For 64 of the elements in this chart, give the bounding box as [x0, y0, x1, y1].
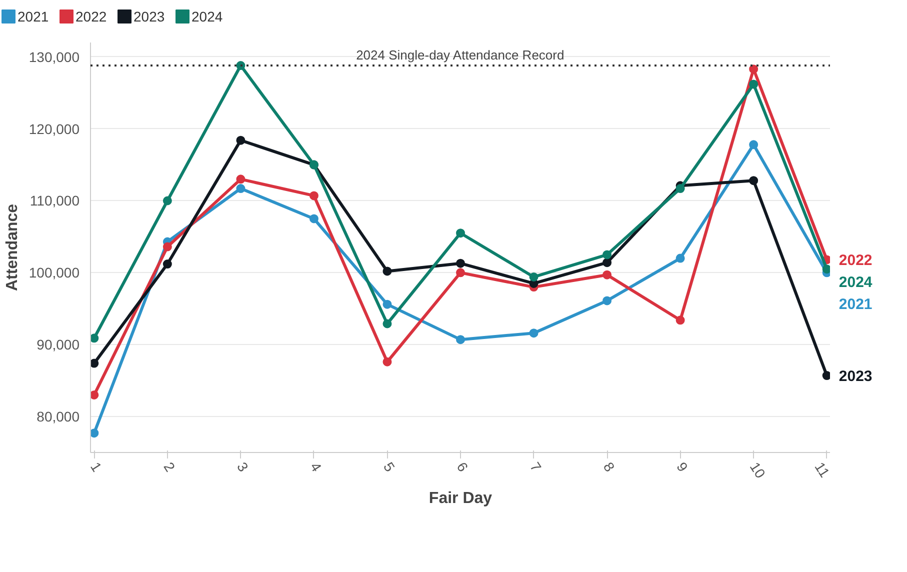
x-tick-label: 6 [454, 459, 472, 475]
x-tick-label: 1 [87, 459, 106, 475]
ref-line-label: 2024 Single-day Attendance Record [356, 48, 564, 63]
x-tick-label: 2 [160, 459, 178, 475]
point [162, 260, 172, 269]
text: 2024 [838, 274, 872, 292]
point [749, 64, 758, 74]
y-tick-label: 100,000 [28, 264, 80, 281]
point [602, 296, 612, 306]
legend-label: 2023 [134, 8, 165, 24]
point [529, 272, 538, 282]
point [382, 300, 392, 309]
point [602, 258, 612, 268]
y-tick-label: 110,000 [30, 192, 80, 209]
point [90, 390, 99, 400]
y-tick-label: 130,000 [28, 48, 80, 65]
point [382, 319, 392, 328]
point [90, 428, 99, 438]
point [309, 191, 318, 200]
point [456, 335, 465, 344]
y-tick-label: 80,000 [36, 408, 80, 425]
text: 2022 [838, 252, 872, 270]
point [676, 184, 685, 194]
text: 2021 [838, 296, 872, 314]
point [236, 174, 246, 184]
point [676, 254, 685, 263]
point [602, 270, 612, 280]
point [676, 316, 685, 325]
point [90, 334, 99, 343]
x-tick-label: 8 [600, 459, 618, 475]
point [456, 258, 465, 268]
point [236, 136, 246, 145]
point [822, 371, 830, 380]
x-tick-label: 11 [812, 459, 834, 480]
point [529, 328, 538, 338]
point [456, 268, 465, 278]
legend-label: 2022 [76, 8, 107, 24]
x-axis-title: Fair Day [428, 490, 492, 508]
x-tick-label: 3 [234, 459, 252, 475]
x-tick-label: 9 [674, 459, 692, 475]
point [822, 264, 830, 274]
point [90, 358, 99, 368]
point [236, 184, 246, 194]
point [749, 176, 758, 186]
point [309, 214, 318, 224]
point [162, 196, 172, 206]
x-tick-label: 7 [527, 459, 545, 475]
x-tick-label: 10 [746, 459, 769, 482]
point [456, 228, 465, 238]
y-tick-label: 120,000 [28, 120, 80, 137]
point [236, 61, 246, 70]
text: 2023 [838, 368, 872, 386]
x-tick-label: 4 [307, 459, 326, 475]
point [749, 140, 758, 150]
point [382, 266, 392, 276]
legend-label: 2024 [192, 8, 223, 24]
point [382, 357, 392, 366]
point [162, 242, 172, 252]
point [749, 80, 758, 89]
y-axis-title: Attendance [4, 204, 21, 292]
point [602, 250, 612, 260]
y-tick-label: 90,000 [36, 336, 80, 353]
x-tick-label: 5 [380, 459, 398, 475]
legend-label: 2021 [18, 8, 49, 24]
